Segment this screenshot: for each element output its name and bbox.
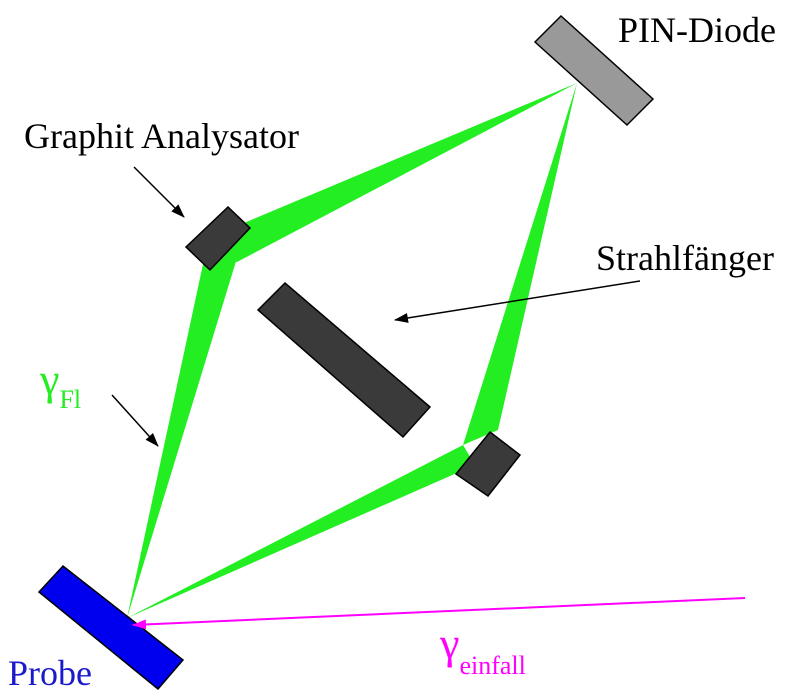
gamma-fl-symbol: γ	[40, 355, 60, 404]
incident-beam-arrow	[132, 597, 746, 630]
graphit-analysator-crystal-top	[184, 205, 252, 272]
probe-label: Probe	[8, 653, 92, 693]
probe-sample	[37, 564, 185, 690]
gamma-fl-subscript: Fl	[59, 385, 82, 414]
strahlfaenger-beam-stop	[256, 281, 432, 439]
beam-right-upper	[463, 83, 577, 445]
graphit-analysator-crystal-bottom	[454, 430, 522, 498]
gamma-fl-label: γFl	[40, 355, 81, 413]
graphit-analysator-label: Graphit Analysator	[24, 116, 299, 156]
gamma-fl-pointer-arrow	[111, 394, 159, 447]
gamma-einfall-subscript: einfall	[459, 651, 526, 680]
beam-right-lower	[127, 445, 475, 618]
gamma-einfall-label: γeinfall	[440, 619, 526, 679]
gamma-einfall-symbol: γ	[440, 619, 460, 668]
beam-left-upper	[205, 83, 577, 262]
pin-diode-detector	[533, 14, 655, 127]
pin-diode-label: PIN-Diode	[618, 10, 776, 50]
strahlfaenger-pointer-arrow	[394, 280, 641, 323]
strahlfaenger-label: Strahlfänger	[596, 238, 774, 278]
beam-left-lower	[127, 255, 237, 618]
graphit-analysator-pointer-arrow	[133, 166, 185, 218]
